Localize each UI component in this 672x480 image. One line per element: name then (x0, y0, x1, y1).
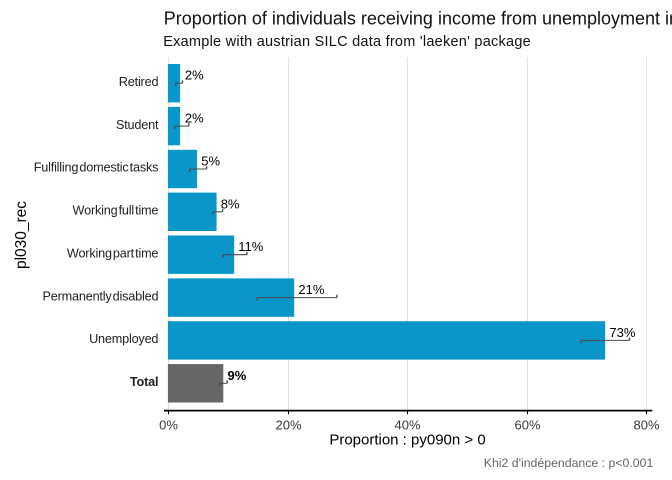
svg-text:Khi2 d'indépendance : p<0.001: Khi2 d'indépendance : p<0.001 (484, 456, 654, 470)
svg-text:Example with austrian SILC dat: Example with austrian SILC data from 'la… (163, 34, 531, 50)
svg-text:0%: 0% (159, 417, 178, 432)
svg-text:11%: 11% (238, 239, 263, 254)
svg-text:Proportion : py090n > 0: Proportion : py090n > 0 (329, 432, 485, 449)
svg-text:Proportion of individuals rece: Proportion of individuals receiving inco… (164, 9, 672, 29)
svg-text:Student: Student (116, 118, 159, 132)
svg-text:Retired: Retired (119, 75, 159, 89)
svg-text:Working full time: Working full time (73, 204, 159, 218)
svg-text:Working part time: Working part time (67, 246, 159, 260)
svg-text:2%: 2% (185, 68, 204, 83)
svg-text:8%: 8% (221, 196, 240, 211)
svg-text:21%: 21% (298, 282, 324, 297)
svg-text:5%: 5% (201, 154, 220, 169)
svg-text:pl030_rec: pl030_rec (13, 201, 30, 269)
svg-text:73%: 73% (609, 325, 635, 340)
svg-text:Unemployed: Unemployed (89, 332, 158, 346)
svg-text:20%: 20% (275, 417, 301, 432)
svg-text:40%: 40% (394, 417, 420, 432)
svg-text:9%: 9% (228, 368, 247, 383)
svg-text:80%: 80% (633, 417, 659, 432)
svg-text:2%: 2% (185, 111, 204, 126)
svg-text:60%: 60% (514, 417, 540, 432)
svg-text:Fulfilling domestic tasks: Fulfilling domestic tasks (34, 161, 159, 175)
svg-text:Total: Total (130, 375, 158, 389)
svg-text:Permanently disabled: Permanently disabled (42, 289, 158, 303)
